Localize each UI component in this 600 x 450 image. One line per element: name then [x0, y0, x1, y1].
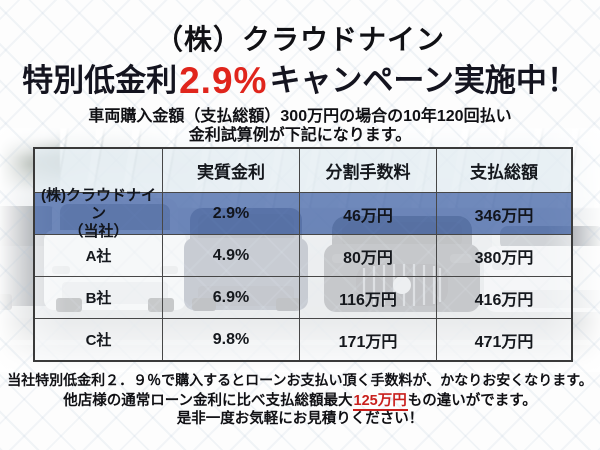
cell-total: 380万円	[474, 249, 534, 267]
cell-rate: 2.9%	[163, 193, 300, 234]
row-label-company-c: C社	[35, 319, 163, 360]
cell-total: 471万円	[474, 333, 534, 351]
row-label-company-b: B社	[35, 277, 163, 318]
headline-rate: 2.9%	[179, 60, 268, 101]
subtitle-line-1: 車両購入金額（支払総額）300万円の場合の10年120回払い	[88, 108, 512, 125]
company-title: （株）クラウドナイン	[154, 24, 445, 55]
footer-note-2: 他店様の通常ローン金利に比べ支払総額最大125万円もの違いがでます。	[0, 389, 600, 411]
headline-suffix: キャンペーン実施中！	[269, 63, 578, 98]
footer-note-1: 当社特別低金利２．９％で購入するとローンお支払い頂く手数料が、かなりお安くなりま…	[7, 372, 593, 388]
table-row-company-c: C社 9.8% 171万円 471万円	[35, 319, 571, 360]
row-label-line1: (株)クラウドナイン	[41, 186, 156, 222]
cell-total: 416万円	[474, 291, 534, 309]
cell-total: 346万円	[474, 207, 534, 225]
headline-prefix: 特別低金利	[22, 63, 178, 98]
cell-fee: 116万円	[300, 277, 437, 318]
footer-note-2-suffix: もの違いがでます。	[407, 393, 537, 409]
cell-rate: 4.9%	[163, 235, 300, 276]
row-label-line2: （当社）	[68, 222, 129, 240]
column-header-total: 支払総額	[470, 163, 538, 182]
table-header-row: 実質金利 分割手数料 支払総額	[35, 149, 571, 193]
row-label-company-a: A社	[35, 235, 163, 276]
footer-note-3: 是非一度お気軽にお見積りください！	[176, 411, 424, 427]
cell-fee: 171万円	[300, 319, 437, 360]
row-label-cloudnine: (株)クラウドナイン （当社）	[35, 187, 163, 240]
campaign-headline: 特別低金利2.9%キャンペーン実施中！	[0, 55, 600, 102]
column-header-rate: 実質金利	[163, 149, 300, 192]
footer-savings-highlight: 125万円	[352, 393, 408, 411]
table-row-company-a: A社 4.9% 80万円 380万円	[35, 235, 571, 277]
cell-fee: 80万円	[300, 235, 437, 276]
table-row-cloudnine: (株)クラウドナイン （当社） 2.9% 46万円 346万円	[35, 187, 571, 240]
corner-cell	[35, 149, 163, 192]
rate-comparison-table: 実質金利 分割手数料 支払総額 (株)クラウドナイン （当社） 2.9% 46万…	[33, 147, 573, 362]
subtitle-line-2: 金利試算例が下記になります。	[188, 127, 412, 144]
cell-fee: 46万円	[300, 193, 437, 234]
cell-rate: 6.9%	[163, 277, 300, 318]
table-row-company-b: B社 6.9% 116万円 416万円	[35, 277, 571, 319]
cell-rate: 9.8%	[163, 319, 300, 360]
footer-note-2-prefix: 他店様の通常ローン金利に比べ支払総額最大	[63, 393, 353, 409]
column-header-fee: 分割手数料	[300, 149, 437, 192]
